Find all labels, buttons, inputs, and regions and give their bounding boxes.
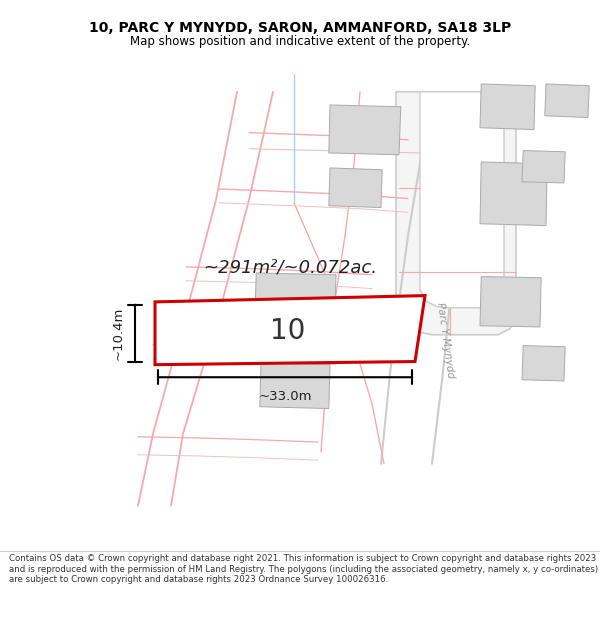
Text: Contains OS data © Crown copyright and database right 2021. This information is : Contains OS data © Crown copyright and d… — [9, 554, 598, 584]
Polygon shape — [522, 346, 565, 381]
Polygon shape — [545, 84, 589, 118]
Text: Parc Y Mynydd: Parc Y Mynydd — [435, 302, 455, 379]
Text: ~10.4m: ~10.4m — [111, 307, 124, 360]
Polygon shape — [329, 168, 382, 208]
Polygon shape — [480, 276, 541, 327]
Polygon shape — [480, 84, 535, 129]
Polygon shape — [260, 363, 330, 409]
Polygon shape — [329, 105, 401, 155]
Polygon shape — [480, 162, 547, 226]
Text: ~33.0m: ~33.0m — [258, 391, 312, 404]
Text: 10: 10 — [270, 317, 305, 345]
Polygon shape — [155, 296, 425, 364]
Polygon shape — [255, 273, 336, 317]
Polygon shape — [396, 92, 516, 335]
Polygon shape — [420, 92, 504, 308]
Polygon shape — [522, 151, 565, 183]
Text: Map shows position and indicative extent of the property.: Map shows position and indicative extent… — [130, 35, 470, 48]
Text: ~291m²/~0.072ac.: ~291m²/~0.072ac. — [203, 258, 377, 276]
Text: 10, PARC Y MYNYDD, SARON, AMMANFORD, SA18 3LP: 10, PARC Y MYNYDD, SARON, AMMANFORD, SA1… — [89, 21, 511, 34]
